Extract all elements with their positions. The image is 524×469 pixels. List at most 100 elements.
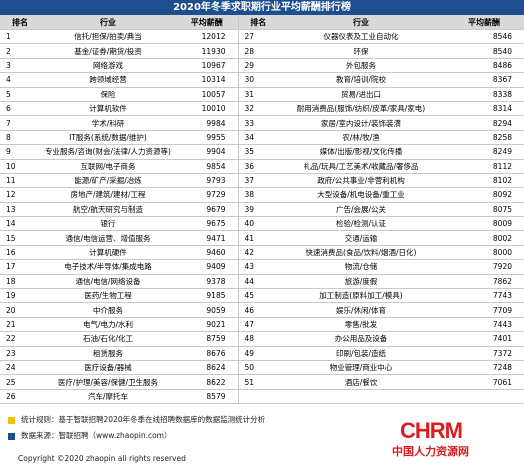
industry-cell: 计算机软件 bbox=[40, 101, 176, 117]
rank-cell: 14 bbox=[0, 216, 40, 232]
rank-cell: 35 bbox=[238, 144, 278, 160]
rank-cell: 37 bbox=[238, 173, 278, 189]
table-body: 1 信托/担保/拍卖/典当 12012 27 仪器仪表及工业自动化 8546 2 基金/证券/… bbox=[0, 29, 524, 405]
table-row: 21 电气/电力/水利 9021 47 零售/批发 7443 bbox=[0, 317, 524, 333]
table-row: 9 专业服务/咨询(财会/法律/人力资源等) 9904 35 媒体/出版/影视/文化传播… bbox=[0, 144, 524, 160]
industry-cell: 交通/运输 bbox=[278, 230, 444, 246]
salary-cell: 7743 bbox=[444, 288, 524, 304]
table-row: 11 能源/矿产/采掘/冶炼 9793 37 政府/公共事业/非营利机构 8102 bbox=[0, 173, 524, 189]
rank-cell: 42 bbox=[238, 245, 278, 261]
industry-cell: 物业管理/商业中心 bbox=[278, 360, 444, 376]
header-cell: 行业 bbox=[278, 15, 444, 30]
salary-cell: 9059 bbox=[176, 302, 239, 318]
rank-cell: 41 bbox=[238, 230, 278, 246]
table-row: 8 IT服务(系统/数据/维护) 9955 34 农/林/牧/渔 8258 bbox=[0, 130, 524, 146]
salary-cell: 8294 bbox=[444, 115, 524, 131]
header-cell: 排名 bbox=[0, 15, 40, 30]
header-row: 排名 行业 平均薪酬 排名 行业 平均薪酬 bbox=[0, 15, 524, 30]
rank-cell: 31 bbox=[238, 87, 278, 102]
salary-cell: 11930 bbox=[176, 43, 239, 59]
table-row: 16 计算机硬件 9460 42 快速消费品(食品/饮料/烟酒/日化) 8000 bbox=[0, 245, 524, 261]
industry-cell: 外包服务 bbox=[278, 58, 444, 74]
salary-cell: 9021 bbox=[176, 317, 239, 333]
rank-cell: 51 bbox=[238, 374, 278, 390]
table-row: 22 石油/石化/化工 8759 48 办公用品及设备 7401 bbox=[0, 331, 524, 347]
salary-cell: 8258 bbox=[444, 130, 524, 146]
industry-cell: 耐用消费品(服饰/纺织/皮革/家具/家电) bbox=[278, 101, 444, 117]
salary-cell: 10967 bbox=[176, 58, 239, 74]
salary-cell: 8624 bbox=[176, 360, 239, 376]
rank-cell: 36 bbox=[238, 159, 278, 174]
rank-cell: 17 bbox=[0, 259, 40, 275]
salary-cell: 10010 bbox=[176, 101, 239, 117]
salary-cell: 9955 bbox=[176, 130, 239, 146]
salary-cell: 8367 bbox=[444, 72, 524, 88]
table-row: 7 学术/科研 9984 33 家居/室内设计/装饰装潢 8294 bbox=[0, 115, 524, 131]
industry-cell: 娱乐/休闲/体育 bbox=[278, 302, 444, 318]
rank-cell: 20 bbox=[0, 302, 40, 318]
rank-cell: 34 bbox=[238, 130, 278, 146]
industry-cell: 专业服务/咨询(财会/法律/人力资源等) bbox=[40, 144, 176, 160]
salary-cell: 7443 bbox=[444, 317, 524, 333]
rank-cell: 25 bbox=[0, 374, 40, 390]
salary-cell: 9854 bbox=[176, 159, 239, 174]
industry-cell: 大型设备/机电设备/重工业 bbox=[278, 187, 444, 203]
industry-cell: 中介服务 bbox=[40, 302, 176, 318]
rank-cell: 26 bbox=[0, 389, 40, 405]
industry-cell: IT服务(系统/数据/维护) bbox=[40, 130, 176, 146]
rule-text: 统计规则：基于智联招聘2020年冬季在线招聘数据库的数据监测统计分析 bbox=[21, 415, 266, 424]
industry-cell: 计算机硬件 bbox=[40, 245, 176, 261]
salary-cell: 8092 bbox=[444, 187, 524, 203]
salary-cell: 8249 bbox=[444, 144, 524, 160]
rank-cell: 19 bbox=[0, 288, 40, 304]
salary-cell: 8009 bbox=[444, 216, 524, 232]
rank-cell: 40 bbox=[238, 216, 278, 232]
table-row: 17 电子技术/半导体/集成电路 9409 43 物流/仓储 7920 bbox=[0, 259, 524, 275]
industry-cell: 贸易/进出口 bbox=[278, 87, 444, 102]
salary-cell: 9675 bbox=[176, 216, 239, 232]
industry-cell: 家居/室内设计/装饰装潢 bbox=[278, 115, 444, 131]
rank-cell: 8 bbox=[0, 130, 40, 146]
table-row: 5 保险 10057 31 贸易/进出口 8338 bbox=[0, 87, 524, 102]
rank-cell: 39 bbox=[238, 202, 278, 218]
industry-cell: 汽车/摩托车 bbox=[40, 389, 176, 405]
salary-cell: 9185 bbox=[176, 288, 239, 304]
salary-cell: 8622 bbox=[176, 374, 239, 390]
table-row: 24 医疗设备/器械 8624 50 物业管理/商业中心 7248 bbox=[0, 360, 524, 376]
rank-cell: 13 bbox=[0, 202, 40, 218]
salary-cell: 8002 bbox=[444, 230, 524, 246]
rank-cell: 21 bbox=[0, 317, 40, 333]
salary-cell: 9729 bbox=[176, 187, 239, 203]
industry-cell: 互联网/电子商务 bbox=[40, 159, 176, 174]
industry-cell: 酒店/餐饮 bbox=[278, 374, 444, 390]
rank-cell: 49 bbox=[238, 346, 278, 361]
header-cell: 行业 bbox=[40, 15, 176, 30]
rank-cell: 30 bbox=[238, 72, 278, 88]
industry-cell: 仪器仪表及工业自动化 bbox=[278, 29, 444, 45]
industry-cell: 保险 bbox=[40, 87, 176, 102]
salary-cell: 9460 bbox=[176, 245, 239, 261]
rank-cell: 38 bbox=[238, 187, 278, 203]
table-row: 2 基金/证券/期货/投资 11930 28 环保 8540 bbox=[0, 43, 524, 59]
salary-cell: 7248 bbox=[444, 360, 524, 376]
rank-cell: 15 bbox=[0, 230, 40, 246]
industry-cell: 旅游/度假 bbox=[278, 274, 444, 290]
rank-cell: 32 bbox=[238, 101, 278, 117]
header-cell: 排名 bbox=[238, 15, 278, 30]
rank-cell: 11 bbox=[0, 173, 40, 189]
rank-cell: 10 bbox=[0, 159, 40, 174]
logo-site: 中国人力资源网 bbox=[392, 445, 469, 458]
industry-cell: 通信/电信运营、增值服务 bbox=[40, 230, 176, 246]
title: 2020年冬季求职期行业平均薪酬排行榜 bbox=[0, 0, 524, 15]
salary-cell: 9793 bbox=[176, 173, 239, 189]
rank-cell: 16 bbox=[0, 245, 40, 261]
industry-cell: 学术/科研 bbox=[40, 115, 176, 131]
salary-cell: 8112 bbox=[444, 159, 524, 174]
empty-cell bbox=[278, 389, 444, 405]
rank-cell: 48 bbox=[238, 331, 278, 347]
industry-cell: 检验/检测/认证 bbox=[278, 216, 444, 232]
table-row: 6 计算机软件 10010 32 耐用消费品(服饰/纺织/皮革/家具/家电) 8314 bbox=[0, 101, 524, 117]
industry-cell: 银行 bbox=[40, 216, 176, 232]
industry-cell: 医药/生物工程 bbox=[40, 288, 176, 304]
salary-cell: 7862 bbox=[444, 274, 524, 290]
